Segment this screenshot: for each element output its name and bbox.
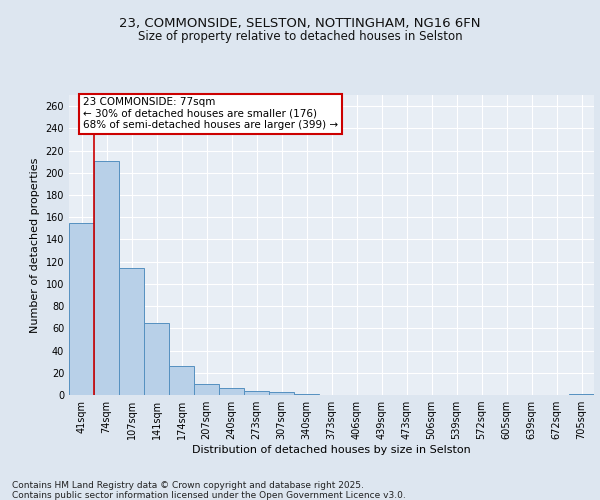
Bar	[169, 366, 194, 395]
Text: 23, COMMONSIDE, SELSTON, NOTTINGHAM, NG16 6FN: 23, COMMONSIDE, SELSTON, NOTTINGHAM, NG1…	[119, 18, 481, 30]
Bar	[294, 394, 319, 395]
Bar	[269, 392, 294, 395]
Bar	[94, 160, 119, 395]
Bar	[144, 323, 169, 395]
Text: Size of property relative to detached houses in Selston: Size of property relative to detached ho…	[137, 30, 463, 43]
Bar	[194, 384, 219, 395]
Bar	[69, 223, 94, 395]
Bar	[569, 394, 594, 395]
Y-axis label: Number of detached properties: Number of detached properties	[30, 158, 40, 332]
Bar	[244, 390, 269, 395]
X-axis label: Distribution of detached houses by size in Selston: Distribution of detached houses by size …	[192, 445, 471, 455]
Bar	[219, 388, 244, 395]
Bar	[119, 268, 144, 395]
Text: 23 COMMONSIDE: 77sqm
← 30% of detached houses are smaller (176)
68% of semi-deta: 23 COMMONSIDE: 77sqm ← 30% of detached h…	[83, 97, 338, 130]
Text: Contains HM Land Registry data © Crown copyright and database right 2025.
Contai: Contains HM Land Registry data © Crown c…	[12, 481, 406, 500]
